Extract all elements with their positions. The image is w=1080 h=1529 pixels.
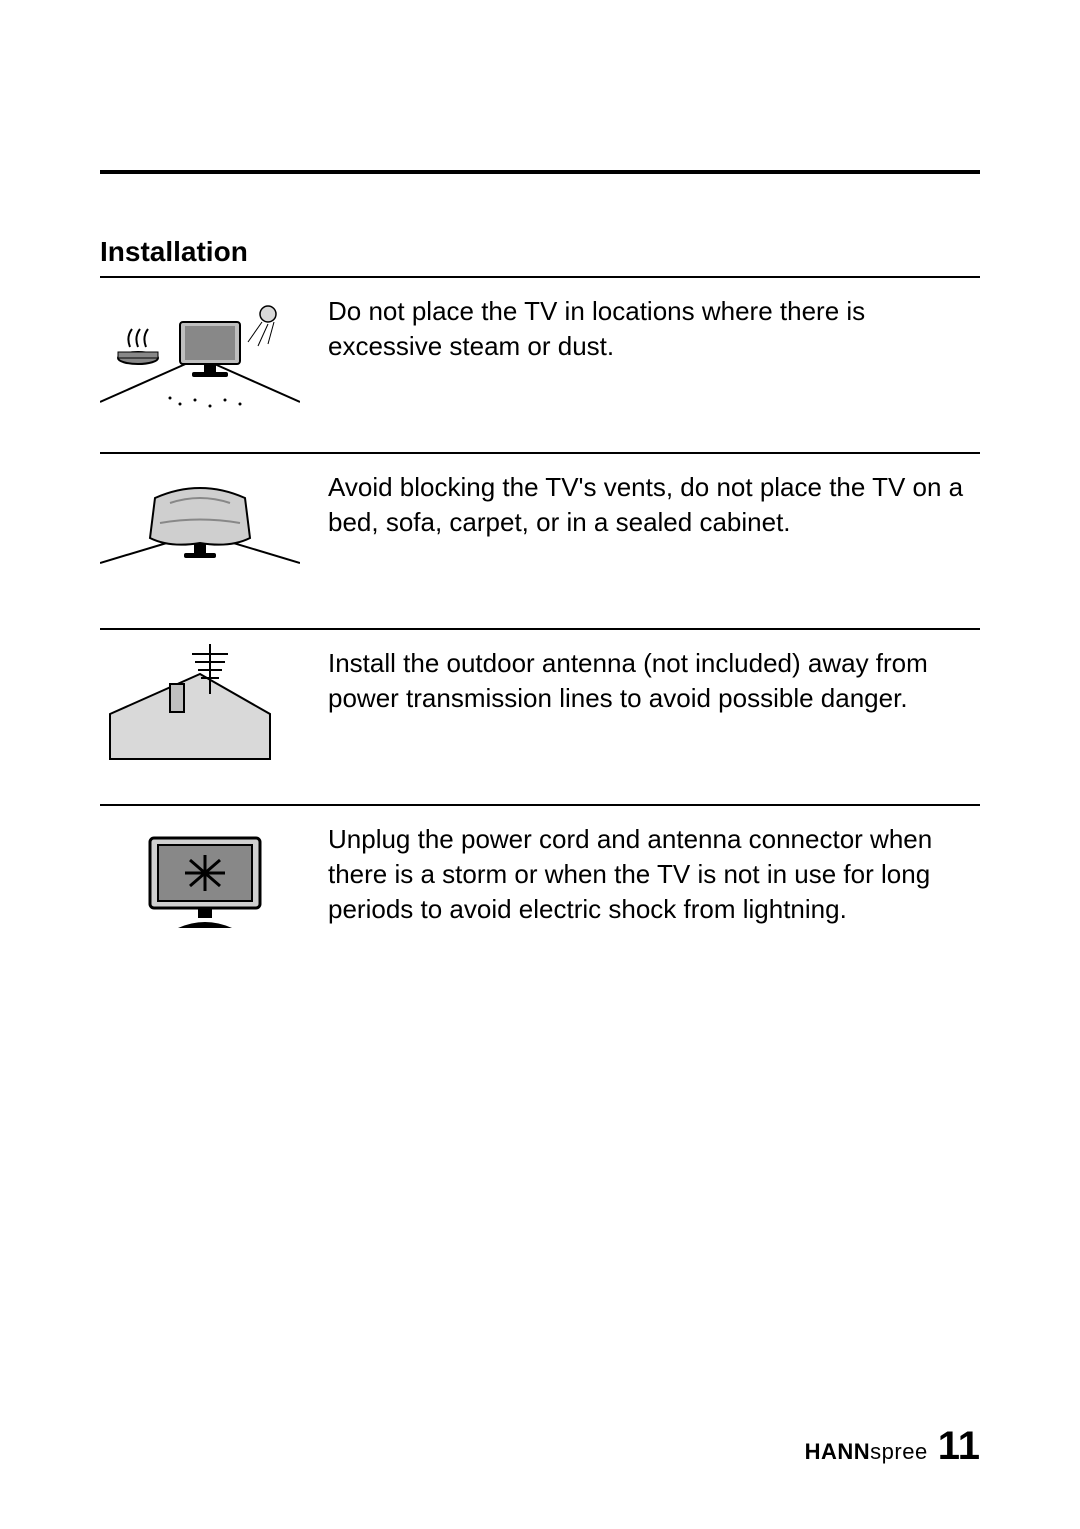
illustration-steam-dust-icon (100, 292, 300, 412)
install-row: Do not place the TV in locations where t… (100, 278, 980, 452)
install-row: Install the outdoor antenna (not include… (100, 630, 980, 804)
section-title: Installation (100, 236, 980, 268)
page: Installation (0, 0, 1080, 1529)
install-row-text: Unplug the power cord and antenna connec… (328, 820, 980, 927)
illustration-covered-tv-icon (100, 468, 300, 588)
install-row-text: Install the outdoor antenna (not include… (328, 644, 980, 716)
brand-logo: HANNspree (805, 1439, 928, 1465)
install-row: Avoid blocking the TV's vents, do not pl… (100, 454, 980, 628)
illustration-antenna-house-icon (100, 644, 300, 764)
install-row-text: Avoid blocking the TV's vents, do not pl… (328, 468, 980, 540)
page-number: 11 (938, 1424, 980, 1469)
illustration-lightning-tv-icon (100, 820, 300, 940)
brand-bold: HANN (805, 1439, 871, 1464)
install-row-text: Do not place the TV in locations where t… (328, 292, 980, 364)
top-rule (100, 170, 980, 174)
footer: HANNspree 11 (805, 1424, 980, 1469)
install-row: Unplug the power cord and antenna connec… (100, 806, 980, 980)
brand-light: spree (870, 1439, 928, 1464)
